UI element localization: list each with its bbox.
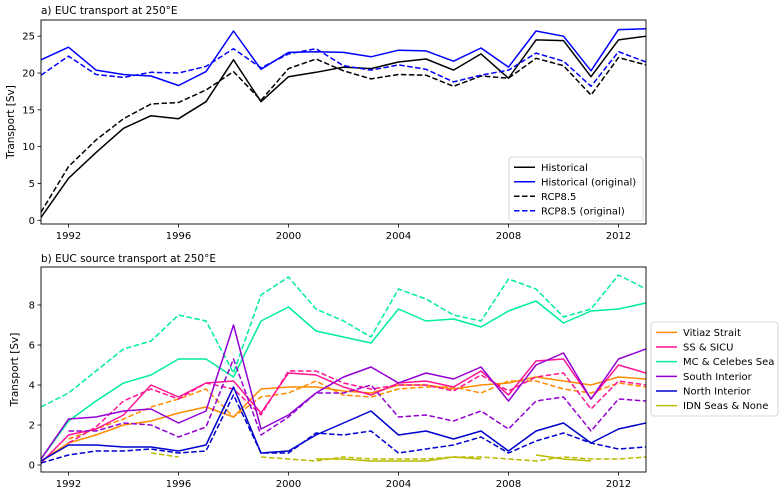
legend-label-historical-original: Historical (original) — [541, 177, 636, 188]
series-line-vitiaz-strait — [41, 376, 646, 462]
series-line-idn-seas-none-2 — [535, 454, 592, 462]
series-line-idn-seas-none-1 — [316, 456, 482, 462]
x-tick-label: 1992 — [56, 231, 81, 242]
panel-a-title: a) EUC transport at 250°E — [41, 5, 178, 17]
panel-b-x-axis: 1992 1996 2000 2004 2008 2012 — [56, 472, 631, 490]
series-line-mc-celebes-sea — [41, 300, 646, 460]
x-tick-label: 2012 — [606, 479, 631, 490]
y-tick-label: 25 — [22, 32, 35, 43]
series-line-south-interior — [41, 324, 646, 460]
legend-label-ss-sicu: SS & SICU — [683, 343, 733, 354]
legend-label-idn-seas-none: IDN Seas & None — [683, 401, 768, 412]
y-tick-label: 5 — [29, 179, 35, 190]
y-tick-label: 4 — [29, 381, 35, 392]
y-tick-label: 6 — [29, 341, 35, 352]
legend-box — [508, 156, 644, 222]
legend-label-rcp8-5: RCP8.5 — [541, 192, 576, 203]
series-line-idn-seas-none-dashed-1 — [150, 452, 179, 458]
series-line-ss-sicu-dashed — [68, 370, 646, 444]
series-line-historical-original — [41, 28, 646, 87]
legend-label-mc-celebes-sea: MC & Celebes Sea — [683, 357, 774, 368]
x-tick-label: 1992 — [56, 479, 81, 490]
y-tick-label: 15 — [22, 105, 35, 116]
x-tick-label: 2000 — [276, 231, 301, 242]
panel-a-legend: Historical Historical (original) RCP8.5 RCP… — [508, 156, 644, 222]
legend-label-historical: Historical — [541, 163, 588, 174]
panel-b-y-axis: 0 2 4 6 8 — [29, 301, 41, 472]
x-tick-label: 1996 — [166, 479, 191, 490]
legend-label-vitiaz-strait: Vitiaz Strait — [683, 328, 741, 339]
x-tick-label: 2008 — [496, 479, 521, 490]
series-line-south-interior-dashed — [68, 358, 646, 438]
legend-box — [650, 321, 779, 417]
panel-a-axes-frame — [40, 19, 647, 225]
series-line-historical — [41, 35, 646, 218]
panel-b-euc-source-transport: b) EUC source transport at 250°E 1992 199… — [9, 253, 779, 490]
y-tick-label: 2 — [29, 421, 35, 432]
panel-b-axes-frame — [40, 266, 647, 473]
x-tick-label: 2004 — [386, 479, 411, 490]
panel-a-y-axis-label: Transport [Sv] — [5, 85, 17, 160]
x-tick-label: 2004 — [386, 231, 411, 242]
panel-b-y-axis-label: Transport [Sv] — [9, 333, 21, 408]
series-line-rcp8-5-dashed — [41, 56, 646, 213]
x-tick-label: 2012 — [606, 231, 631, 242]
y-tick-label: 0 — [29, 216, 35, 227]
legend-label-rcp8-5-original: RCP8.5 (original) — [541, 206, 625, 217]
y-tick-label: 8 — [29, 301, 35, 312]
series-line-north-interior — [41, 386, 646, 462]
x-tick-label: 2000 — [276, 479, 301, 490]
panel-a-euc-transport: a) EUC transport at 250°E 1992 1996 2000 20… — [5, 5, 647, 242]
series-line-rcp8-5-original-dashed — [41, 47, 646, 88]
y-tick-label: 20 — [22, 69, 35, 80]
legend-label-south-interior: South Interior — [683, 372, 753, 383]
panel-b-series-lines — [41, 274, 646, 464]
x-tick-label: 1996 — [166, 231, 191, 242]
panel-b-title: b) EUC source transport at 250°E — [41, 253, 216, 265]
panel-a-x-axis: 1992 1996 2000 2004 2008 2012 — [56, 224, 631, 242]
panel-a-y-axis: 0 5 10 15 20 25 — [22, 32, 41, 227]
series-line-north-interior-dashed — [41, 394, 646, 464]
y-tick-label: 10 — [22, 142, 35, 153]
series-line-mc-celebes-sea-dashed — [41, 274, 646, 408]
panel-b-legend: Vitiaz Strait SS & SICU MC & Celebes Sea So… — [650, 321, 779, 417]
panel-a-series-lines — [41, 28, 646, 218]
x-tick-label: 2008 — [496, 231, 521, 242]
legend-label-north-interior: North Interior — [683, 387, 752, 398]
y-tick-label: 0 — [29, 461, 35, 472]
series-line-vitiaz-strait-dashed — [68, 380, 646, 440]
